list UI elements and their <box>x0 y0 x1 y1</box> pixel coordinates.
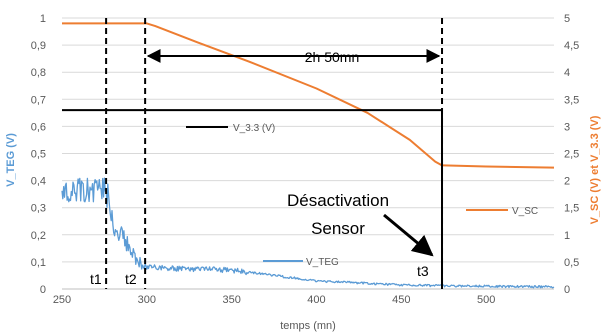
y-left-tick-label: 0,2 <box>31 230 46 242</box>
y-right-tick-label: 0 <box>564 284 570 296</box>
x-tick-label: 500 <box>477 294 495 306</box>
event-label-line1: Désactivation <box>287 191 389 210</box>
y-right-tick-label: 4,5 <box>564 40 579 52</box>
legend-label-vsc: V_SC <box>512 206 538 217</box>
marker-label-t3: t3 <box>417 263 429 279</box>
y-left-tick-label: 0,1 <box>31 257 46 269</box>
x-tick-label: 400 <box>307 294 325 306</box>
x-tick-label: 250 <box>53 294 71 306</box>
series-line-v-teg <box>61 177 555 289</box>
event-label-line2: Sensor <box>311 219 365 238</box>
marker-label-t1: t1 <box>90 271 102 287</box>
x-tick-label: 350 <box>222 294 240 306</box>
series-line-v-sc <box>62 22 555 169</box>
y-left-tick-label: 0,9 <box>31 40 46 52</box>
y-left-tick-label: 0,3 <box>31 203 46 215</box>
y-right-tick-label: 0,5 <box>564 257 579 269</box>
marker-label-t2: t2 <box>125 271 137 287</box>
y-right-tick-label: 3 <box>564 121 570 133</box>
y-right-tick-label: 2,5 <box>564 149 579 161</box>
y-left-tick-label: 0,4 <box>31 176 46 188</box>
y-left-tick-label: 0,8 <box>31 67 46 79</box>
annotation-layer <box>105 18 508 289</box>
y-right-tick-label: 3,5 <box>564 94 579 106</box>
x-tick-label: 300 <box>138 294 156 306</box>
y-left-tick-label: 0,6 <box>31 121 46 133</box>
y-left-tick-label: 0 <box>40 284 46 296</box>
tick-labels: 0 0,1 0,2 0,3 0,4 0,5 0,6 0,7 0,8 0,9 1 0 0,5 1 1,5 2 2,… <box>31 13 580 306</box>
y-axis-right-title: V_SC (V) et V_3.3 (V) <box>589 115 601 224</box>
legend-label-v33: V_3.3 (V) <box>233 123 275 134</box>
y-left-tick-label: 1 <box>40 13 46 25</box>
y-right-tick-label: 4 <box>564 67 570 79</box>
y-right-tick-label: 2 <box>564 176 570 188</box>
duration-label: 2h 50mn <box>305 49 359 65</box>
y-left-tick-label: 0,7 <box>31 94 46 106</box>
y-right-tick-label: 1,5 <box>564 203 579 215</box>
gridlines <box>62 17 554 290</box>
y-left-tick-label: 0,5 <box>31 149 46 161</box>
y-axis-left-title: V_TEG (V) <box>5 133 17 187</box>
x-axis-title: temps (mn) <box>280 320 336 332</box>
x-tick-label: 450 <box>392 294 410 306</box>
event-arrow <box>383 213 434 257</box>
y-right-tick-label: 1 <box>564 230 570 242</box>
y-right-tick-label: 5 <box>564 13 570 25</box>
legend-label-vteg: V_TEG <box>306 257 339 268</box>
